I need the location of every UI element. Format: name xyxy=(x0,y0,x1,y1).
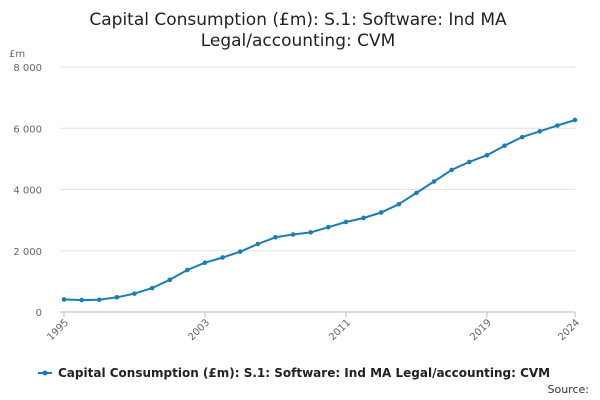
data-point-2012[interactable] xyxy=(361,215,366,221)
data-point-2017[interactable] xyxy=(449,167,454,173)
data-point-1999[interactable] xyxy=(132,291,137,296)
x-tick-label: 2019 xyxy=(468,317,494,343)
y-tick-label: 4 000 xyxy=(13,186,42,197)
y-tick-label: 2 000 xyxy=(13,247,42,258)
data-point-2020[interactable] xyxy=(502,143,507,149)
data-point-2013[interactable] xyxy=(378,210,384,215)
data-point-2002[interactable] xyxy=(185,267,190,273)
data-point-2022[interactable] xyxy=(537,129,543,134)
data-point-2003[interactable] xyxy=(202,260,208,265)
x-tick-label: 2024 xyxy=(556,317,582,343)
y-axis-ticks: 0 2 000 4 000 6 000 8 000 xyxy=(13,63,42,319)
series-line-0 xyxy=(63,119,576,302)
x-axis-ticks: 1995 2003 2011 2019 2024 xyxy=(45,312,582,343)
chart-title: Capital Consumption (£m): S.1: Software:… xyxy=(89,10,507,51)
y-axis-unit-label: £m xyxy=(9,49,25,60)
data-point-2009[interactable] xyxy=(308,230,313,235)
legend-label: Capital Consumption (£m): S.1: Software:… xyxy=(58,366,550,380)
data-point-2008[interactable] xyxy=(290,232,296,237)
gridlines xyxy=(60,66,575,313)
data-point-2010[interactable] xyxy=(326,224,331,230)
data-point-2000[interactable] xyxy=(149,285,155,291)
data-point-2023[interactable] xyxy=(555,123,560,128)
data-point-2021[interactable] xyxy=(519,134,525,140)
x-tick-label: 2011 xyxy=(327,317,353,343)
data-point-1995[interactable] xyxy=(61,297,67,302)
legend-swatch-marker xyxy=(42,370,48,376)
data-point-1998[interactable] xyxy=(114,295,120,300)
series-group xyxy=(61,117,578,303)
data-point-2024[interactable] xyxy=(572,117,578,123)
y-tick-label: 8 000 xyxy=(13,63,42,74)
data-point-2019[interactable] xyxy=(484,152,490,158)
data-point-1997[interactable] xyxy=(96,297,102,303)
data-point-2018[interactable] xyxy=(466,159,472,165)
data-point-2005[interactable] xyxy=(237,249,243,254)
y-tick-label: 0 xyxy=(36,308,42,319)
data-point-2006[interactable] xyxy=(255,241,261,247)
data-point-2014[interactable] xyxy=(396,201,402,207)
data-point-2007[interactable] xyxy=(273,234,278,240)
data-point-2004[interactable] xyxy=(220,255,225,260)
source-label: Source: xyxy=(548,383,590,396)
data-point-2016[interactable] xyxy=(431,179,437,184)
data-point-2001[interactable] xyxy=(167,277,173,283)
x-tick-label: 2003 xyxy=(186,317,212,343)
legend[interactable]: Capital Consumption (£m): S.1: Software:… xyxy=(38,366,550,380)
y-tick-label: 6 000 xyxy=(13,124,42,135)
chart-title-line-1: Capital Consumption (£m): S.1: Software:… xyxy=(89,10,507,30)
chart-title-line-2: Legal/accounting: CVM xyxy=(201,31,396,51)
x-tick-label: 1995 xyxy=(45,317,71,343)
data-point-2011[interactable] xyxy=(343,219,349,225)
data-point-2015[interactable] xyxy=(414,190,419,196)
data-point-1996[interactable] xyxy=(79,297,84,303)
